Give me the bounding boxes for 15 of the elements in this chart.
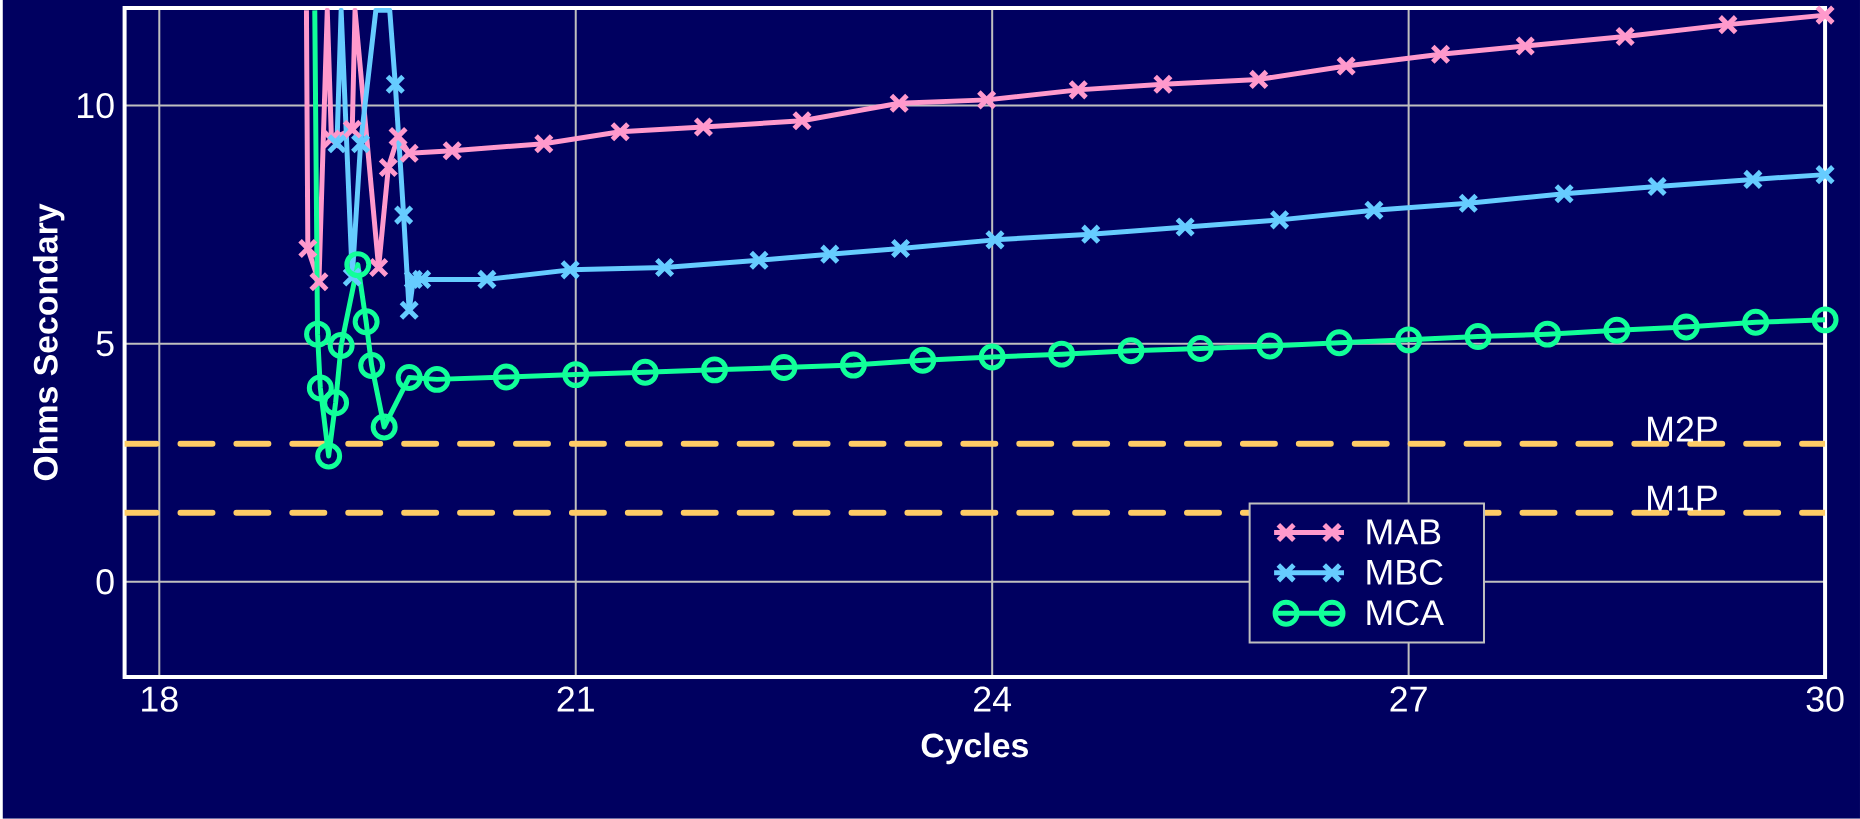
legend-label: MCA bbox=[1367, 600, 1444, 626]
x-tick-label: 27 bbox=[1390, 686, 1427, 712]
x-tick-label: 18 bbox=[142, 686, 178, 712]
y-tick-label: 0 bbox=[96, 569, 114, 595]
legend-label: MAB bbox=[1367, 519, 1441, 545]
ref-line-label: M2P bbox=[1648, 416, 1717, 442]
y-axis-title: Ohms Secondary bbox=[32, 203, 65, 481]
y-tick-label: 10 bbox=[77, 93, 114, 119]
x-axis-title: Cycles bbox=[921, 732, 1028, 765]
ref-line-label: M1P bbox=[1648, 485, 1717, 511]
y-tick-label: 5 bbox=[96, 331, 114, 357]
x-tick-label: 24 bbox=[974, 686, 1012, 712]
x-tick-label: 21 bbox=[557, 686, 594, 712]
legend-label: MBC bbox=[1367, 559, 1443, 586]
x-tick-label: 30 bbox=[1806, 686, 1844, 712]
